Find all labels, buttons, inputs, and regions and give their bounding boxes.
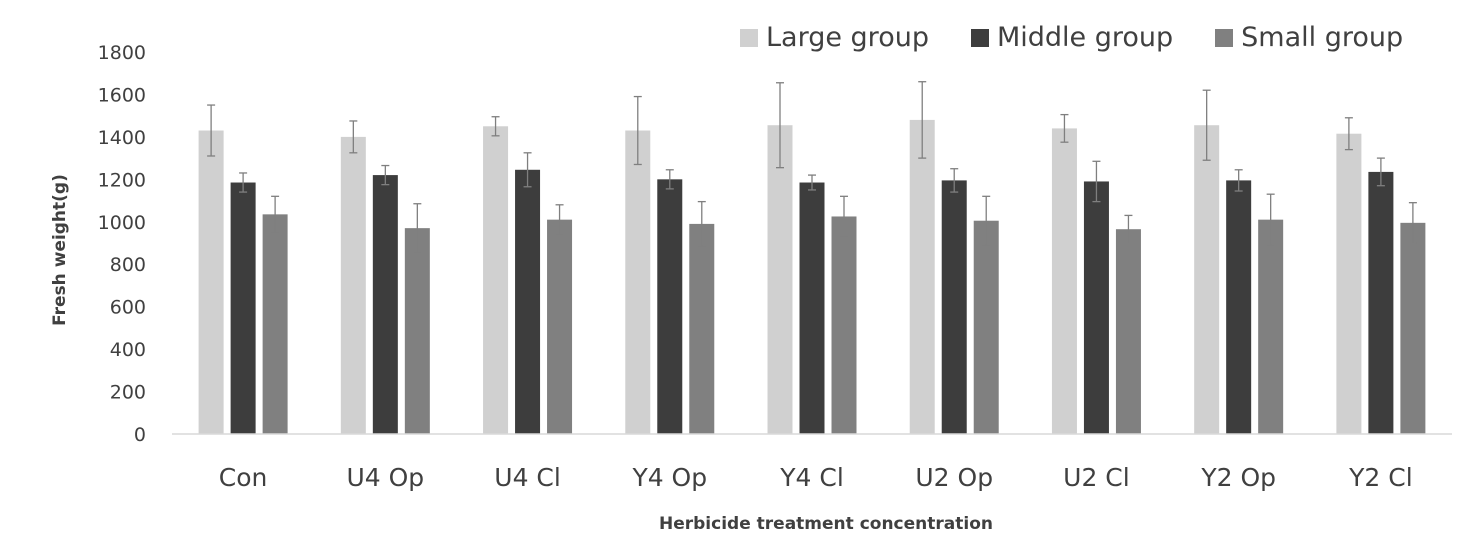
bar — [657, 179, 683, 434]
bar — [1400, 222, 1426, 434]
x-tick-label: Y2 Cl — [1348, 463, 1413, 492]
bar — [1336, 133, 1362, 434]
legend-swatch-small — [1215, 28, 1234, 47]
bar — [262, 214, 288, 434]
x-tick-label: U4 Cl — [494, 463, 561, 492]
legend-label-large: Large group — [766, 22, 929, 53]
legend: Large group Middle group Small group — [740, 22, 1403, 53]
bar — [689, 223, 715, 434]
bar — [1226, 180, 1252, 434]
y-tick-label: 200 — [110, 382, 146, 404]
bar — [1258, 219, 1284, 434]
y-tick-label: 400 — [110, 339, 146, 361]
bar — [230, 182, 256, 434]
x-tick-label: Y4 Cl — [779, 463, 844, 492]
bar — [1083, 181, 1109, 434]
bar — [198, 130, 224, 434]
error-bars — [207, 81, 1417, 254]
bar — [831, 216, 857, 434]
legend-label-small: Small group — [1241, 22, 1404, 53]
legend-item-small: Small group — [1215, 22, 1403, 53]
bar — [1115, 229, 1141, 434]
legend-swatch-middle — [970, 28, 989, 47]
y-tick-label: 1400 — [98, 127, 146, 149]
legend-swatch-large — [740, 28, 758, 47]
y-tick-label: 1800 — [98, 42, 146, 64]
x-axis-ticks: Con U4 Op U4 Cl Y4 Op Y4 Cl U2 Op U2 Cl Y2 Op Y2… — [219, 463, 1413, 492]
bar — [1368, 171, 1394, 434]
bar — [547, 219, 573, 434]
y-tick-label: 600 — [110, 297, 146, 319]
y-tick-label: 1200 — [98, 169, 146, 191]
y-tick-label: 1000 — [98, 212, 146, 234]
bar — [973, 220, 999, 434]
x-tick-label: Y2 Op — [1200, 463, 1276, 492]
bar — [340, 136, 366, 434]
bar — [1051, 128, 1077, 434]
bar — [625, 130, 651, 434]
bar — [941, 180, 967, 434]
legend-item-large: Large group — [740, 22, 929, 53]
x-tick-label: U4 Op — [346, 463, 424, 492]
x-tick-label: U2 Cl — [1063, 463, 1130, 492]
x-tick-label: U2 Op — [915, 463, 993, 492]
y-axis-title: Fresh weight(g) — [50, 174, 70, 326]
y-tick-label: 1600 — [98, 84, 146, 106]
bar — [483, 126, 509, 435]
bar — [767, 125, 793, 434]
bar — [1194, 125, 1220, 434]
x-tick-label: Y4 Op — [631, 463, 707, 492]
bar — [909, 119, 935, 435]
x-tick-label: Con — [219, 463, 268, 492]
bar — [515, 169, 541, 435]
y-tick-label: 0 — [134, 424, 146, 446]
legend-item-middle: Middle group — [970, 22, 1174, 53]
bars — [198, 119, 1426, 435]
legend-label-middle: Middle group — [996, 22, 1174, 53]
x-axis-title: Herbicide treatment concentration — [659, 514, 993, 534]
y-axis-ticks: 0 200 400 600 800 1000 1200 1400 1600 1800 — [98, 42, 146, 446]
bar — [404, 228, 430, 434]
bar — [799, 182, 825, 434]
y-tick-label: 800 — [110, 254, 146, 276]
bar — [372, 175, 398, 435]
